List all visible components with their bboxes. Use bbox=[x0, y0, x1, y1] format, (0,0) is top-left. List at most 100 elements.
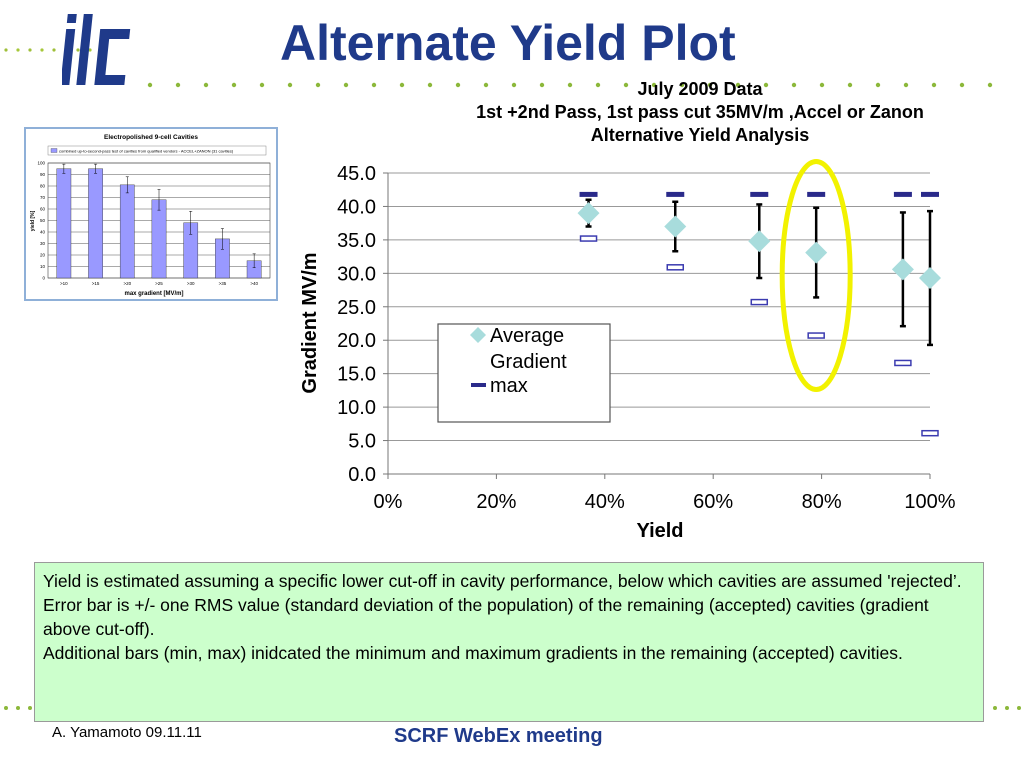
inset-x-tick-label: >30 bbox=[187, 281, 195, 286]
decor-dot bbox=[455, 82, 461, 88]
decor-dot bbox=[959, 82, 965, 88]
min-bar-point bbox=[894, 359, 912, 367]
average-gradient-point bbox=[577, 202, 600, 225]
decor-dot bbox=[735, 82, 741, 88]
x-tick-label: 40% bbox=[585, 491, 625, 513]
decor-dot bbox=[1005, 706, 1009, 710]
y-tick-label: 40.0 bbox=[337, 196, 376, 218]
inset-y-axis-label: yield [%] bbox=[30, 210, 36, 231]
inset-yield-chart: Electropolished 9-cell Cavities combined… bbox=[24, 127, 278, 301]
min-bar-point bbox=[579, 235, 598, 242]
decor-dot bbox=[651, 82, 657, 88]
decor-dot bbox=[16, 48, 20, 52]
ilc-logo bbox=[62, 14, 131, 85]
inset-y-tick-label: 20 bbox=[40, 253, 46, 258]
decor-dot bbox=[4, 48, 8, 52]
inset-bar bbox=[119, 184, 135, 279]
decor-dot bbox=[28, 48, 32, 52]
max-bar-point bbox=[750, 191, 769, 197]
decor-dot bbox=[847, 82, 853, 88]
average-gradient-point bbox=[748, 230, 771, 253]
inset-y-tick-label: 50 bbox=[40, 218, 46, 223]
decor-dot bbox=[763, 82, 769, 88]
decor-dot bbox=[931, 82, 937, 88]
decor-dot bbox=[203, 82, 209, 88]
x-tick-label: 60% bbox=[693, 491, 733, 513]
decor-dot bbox=[993, 706, 997, 710]
max-bar-point bbox=[921, 191, 939, 197]
decor-dot bbox=[287, 82, 293, 88]
y-tick-label: 45.0 bbox=[337, 163, 376, 185]
decor-dot bbox=[88, 48, 92, 52]
inset-legend-swatch bbox=[50, 148, 58, 153]
main-yield-chart: 0.0 5.0 10.0 15.0 20.0 25.0 30.0 35.0 40.0 45.0 0%… bbox=[299, 159, 956, 542]
inset-y-tick-label: 70 bbox=[40, 195, 46, 200]
y-tick-label: 30.0 bbox=[337, 263, 376, 285]
decor-dot bbox=[679, 82, 685, 88]
x-tick-label: 20% bbox=[476, 491, 516, 513]
decor-dot bbox=[483, 82, 489, 88]
decor-dot bbox=[147, 82, 153, 88]
legend-average-label-line-1: Average bbox=[490, 325, 564, 347]
inset-y-tick-label: 60 bbox=[40, 207, 46, 212]
highlight-ellipse bbox=[779, 159, 853, 392]
average-gradient-point bbox=[664, 215, 687, 238]
inset-x-tick-label: >10 bbox=[60, 281, 68, 286]
x-tick-label: 80% bbox=[802, 491, 842, 513]
inset-chart-title: Electropolished 9-cell Cavities bbox=[104, 134, 198, 141]
y-tick-label: 0.0 bbox=[348, 464, 376, 486]
decor-dot bbox=[16, 706, 20, 710]
y-tick-label: 25.0 bbox=[337, 297, 376, 319]
inset-x-tick-label: >35 bbox=[219, 281, 227, 286]
y-tick-label: 20.0 bbox=[337, 330, 376, 352]
decor-dot bbox=[371, 82, 377, 88]
legend-max-marker bbox=[471, 383, 486, 387]
decor-dot bbox=[511, 82, 517, 88]
inset-bar bbox=[88, 168, 103, 279]
inset-legend-box bbox=[47, 145, 267, 156]
decor-dot bbox=[343, 82, 349, 88]
inset-bar bbox=[56, 168, 72, 279]
legend-diamond-marker bbox=[470, 327, 486, 343]
min-bar-point bbox=[921, 429, 939, 437]
subtitle-line-2: 1st +2nd Pass, 1st pass cut 35MV/m ,Acce… bbox=[476, 102, 924, 122]
decor-dot bbox=[791, 82, 797, 88]
decor-dot bbox=[903, 82, 909, 88]
inset-y-tick-label: 0 bbox=[42, 276, 45, 281]
subtitle-line-3: Alternative Yield Analysis bbox=[590, 125, 810, 145]
max-bar-point bbox=[666, 191, 685, 197]
average-gradient-point bbox=[919, 267, 941, 290]
max-bar-point bbox=[893, 191, 912, 197]
decor-dot bbox=[399, 82, 405, 88]
legend-box bbox=[437, 323, 611, 423]
inset-legend-text: combined up-to-second-pass test of cavit… bbox=[59, 149, 234, 154]
decor-dot bbox=[567, 82, 573, 88]
decor-dot bbox=[539, 82, 545, 88]
decor-dot bbox=[1017, 706, 1021, 710]
explanation-note: Yield is estimated assuming a specific l… bbox=[34, 562, 984, 722]
chart-subtitle: July 2009 Data 1st +2nd Pass, 1st pass c… bbox=[440, 78, 960, 147]
chart-legend: Average Gradient max bbox=[437, 323, 611, 423]
note-line-3: Additional bars (min, max) inidcated the… bbox=[43, 643, 903, 663]
y-tick-label: 35.0 bbox=[337, 230, 376, 252]
min-bar-point bbox=[666, 264, 685, 271]
decor-dot bbox=[875, 82, 881, 88]
slide-title: Alternate Yield Plot bbox=[280, 15, 736, 71]
inset-x-tick-label: >20 bbox=[123, 281, 131, 286]
subtitle-line-1: July 2009 Data bbox=[637, 79, 763, 99]
decor-dot bbox=[40, 48, 44, 52]
decor-dot bbox=[595, 82, 601, 88]
average-gradient-point bbox=[805, 241, 828, 264]
x-tick-label: 0% bbox=[374, 491, 403, 513]
y-tick-label: 10.0 bbox=[337, 397, 376, 419]
inset-y-tick-label: 30 bbox=[40, 241, 46, 246]
min-bar-point bbox=[750, 298, 769, 306]
inset-y-tick-label: 10 bbox=[40, 264, 46, 269]
decor-dot bbox=[315, 82, 321, 88]
x-tick-label: 100% bbox=[904, 491, 955, 513]
note-line-2: Error bar is +/- one RMS value (standard… bbox=[43, 595, 929, 639]
inset-x-axis-label: max gradient [MV/m] bbox=[124, 291, 183, 297]
decor-dot bbox=[259, 82, 265, 88]
inset-chart-svg: Electropolished 9-cell Cavities combined… bbox=[30, 134, 271, 297]
